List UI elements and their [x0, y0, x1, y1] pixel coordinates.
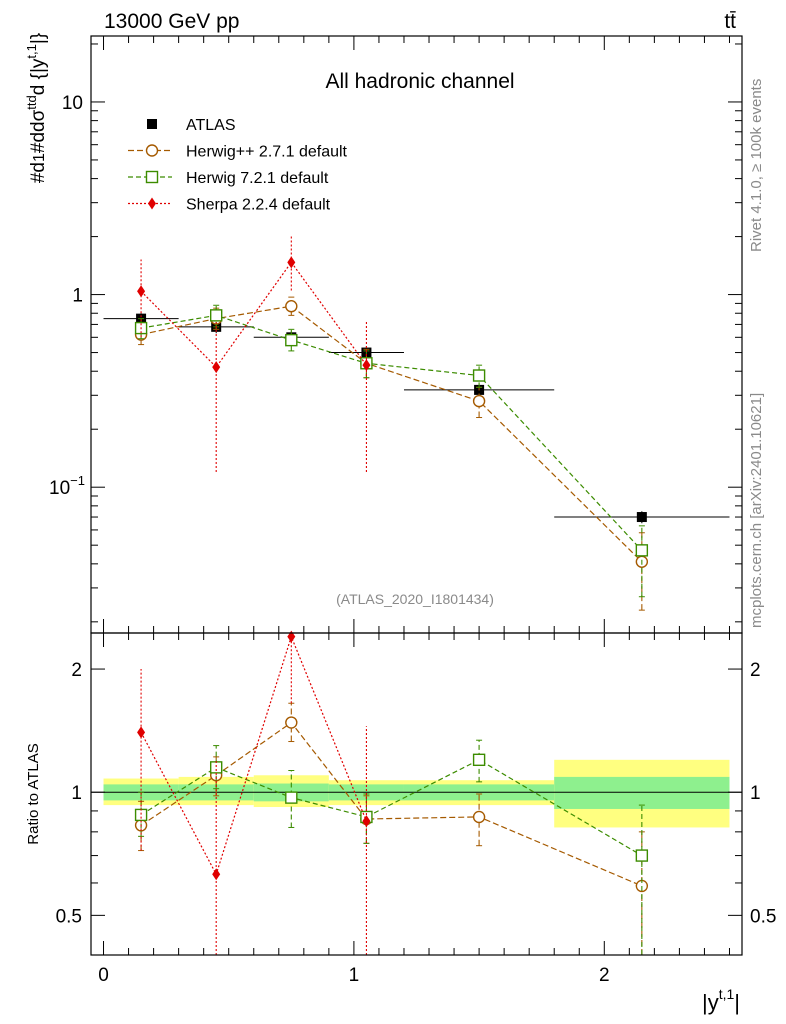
ratio-ylabel: Ratio to ATLAS	[25, 743, 42, 844]
ratio-herwig7-point	[285, 791, 298, 804]
ratio-ytick-label-left: 2	[71, 660, 82, 681]
xlabel: |yt,1|	[702, 986, 740, 1015]
ratio-ytick-label-right: 1	[750, 783, 761, 804]
ratio-band-green	[554, 776, 730, 809]
main-ytick-exp: −1	[70, 473, 85, 488]
header-right: tt̄	[724, 10, 736, 33]
ratio-ytick-label-right: 2	[750, 660, 761, 681]
legend-herwig7-marker	[145, 170, 159, 184]
ratio-herwig7-line	[140, 759, 643, 857]
rivet-version: Rivet 4.1.0, ≥ 100k events	[748, 79, 765, 252]
legend: ATLAS Herwig++ 2.7.1 default Herwig 7.2.1 …	[128, 117, 348, 214]
legend-herwig7-label: Herwig 7.2.1 default	[186, 170, 329, 187]
main-ylabel: #d1#ddσttdd {|yt,1|}	[24, 33, 49, 183]
herwig7-point	[285, 333, 298, 347]
ratio-ytick-label-right: 0.5	[750, 906, 776, 927]
ratio-sherpa-line	[140, 634, 367, 876]
main-ylabel-part: d {|y	[28, 58, 49, 95]
ratio-herwig7-point	[472, 753, 486, 767]
main-ylabel-text: #d1#ddσttdd {|yt,1|}	[24, 33, 49, 183]
ratio-herwigpp-line	[140, 721, 643, 887]
ratio-herwigpp-point	[472, 810, 486, 824]
header-left: 13000 GeV pp	[104, 10, 239, 33]
sherpa-point	[137, 285, 146, 298]
ratio-frame	[90, 632, 743, 956]
herwigpp-line	[140, 305, 643, 563]
ratio-sherpa-point	[137, 726, 146, 739]
xlabel-sup: t,1	[719, 986, 735, 1002]
ratio-sherpa-point	[287, 630, 296, 643]
ratio-sherpa-point	[362, 815, 371, 828]
legend-sherpa-marker	[148, 197, 156, 210]
mcplots-credit: mcplots.cern.ch [arXiv:2401.10621]	[748, 393, 765, 628]
ratio-herwig7-point	[635, 849, 649, 862]
main-ylabel-part: ttd	[24, 95, 39, 109]
legend-herwigpp-marker	[145, 144, 159, 157]
herwig7-point	[635, 544, 649, 557]
ratio-sherpa-point	[212, 868, 221, 881]
sherpa-line	[140, 261, 367, 369]
sherpa-point	[287, 256, 296, 269]
main-ytick-label: 10	[62, 93, 83, 114]
xlabel-end: |	[734, 990, 740, 1015]
ratio-ytick-label-left: 1	[71, 783, 82, 804]
main-ytick-base: 1	[72, 286, 83, 307]
herwig7-line	[140, 314, 643, 551]
main-ylabel-part: t,1	[24, 44, 39, 58]
sherpa-point	[212, 361, 221, 374]
xtick-label: 2	[599, 965, 610, 986]
main-ytick-base: 10	[62, 93, 83, 114]
legend-atlas-marker	[147, 119, 157, 129]
main-ylabel-part: #d	[28, 162, 49, 183]
herwigpp-point	[472, 394, 486, 408]
main-ylabel-part: dσ	[28, 109, 49, 132]
ratio-herwig7-point	[134, 808, 148, 822]
legend-sherpa-label: Sherpa 2.2.4 default	[186, 197, 331, 214]
main-ylabel-part: |}	[28, 33, 49, 44]
xtick-label: 1	[349, 965, 360, 986]
chart-title: All hadronic channel	[325, 70, 514, 93]
ratio-herwig7-point	[209, 761, 223, 774]
herwig7-point	[209, 309, 223, 322]
main-ytick-base: 10	[49, 478, 70, 499]
xtick-label: 0	[98, 965, 109, 986]
sherpa-point	[362, 359, 371, 372]
legend-atlas-label: ATLAS	[186, 117, 236, 134]
main-ylabel-part: 1	[31, 153, 48, 162]
legend-herwigpp-label: Herwig++ 2.7.1 default	[186, 144, 348, 161]
main-ytick-label: 1	[72, 286, 83, 307]
main-ytick-label: 10−1	[49, 473, 85, 499]
herwigpp-point	[285, 300, 298, 313]
main-ylabel-part: #d	[28, 132, 49, 153]
ratio-herwigpp-point	[285, 716, 298, 729]
ratio-panel: 0.5 0.5 1 1 2 2 0 1 2 Ratio to ATLAS |yt,1|	[25, 630, 776, 1015]
xlabel-base: |y	[702, 990, 719, 1015]
herwig7-point	[472, 369, 486, 382]
ratio-ytick-label-left: 0.5	[56, 906, 82, 927]
atlas-point	[636, 512, 647, 523]
analysis-id: (ATLAS_2020_I1801434)	[336, 591, 494, 607]
